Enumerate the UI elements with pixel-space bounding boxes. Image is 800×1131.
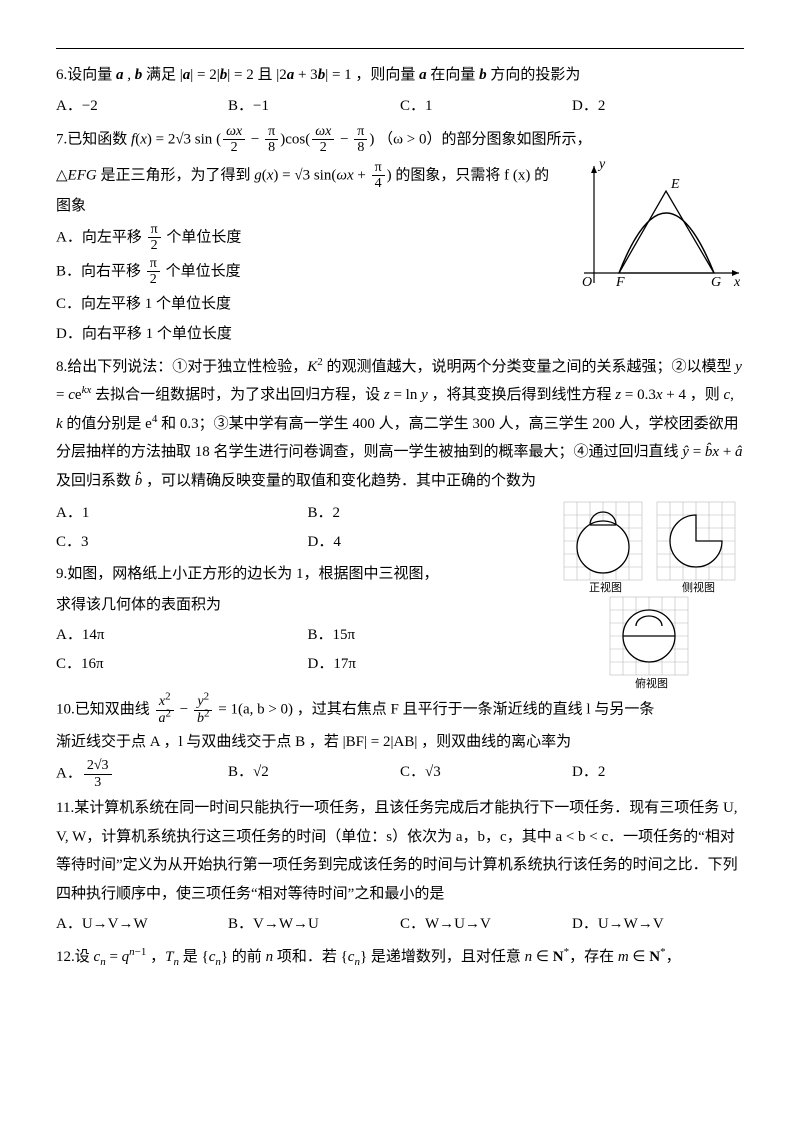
q9-options: A．14π B．15π C．16π D．17π <box>56 621 559 678</box>
q10-C: C．√3 <box>400 758 572 790</box>
q8-A: A．1 <box>56 499 308 528</box>
q11-D: D．U→W→V <box>572 910 744 939</box>
front-view-label: 正视图 <box>589 580 622 594</box>
side-view-label: 侧视图 <box>682 580 715 594</box>
q6: 6.设向量 a , b 满足 |a| = 2|b| = 2 且 |2a + 3b… <box>56 61 744 90</box>
q7-C: C．向左平移 1 个单位长度 <box>56 290 564 319</box>
q10-line1: 10.已知双曲线 x2a2 − y2b2 = 1(a, b > 0) ，过其右焦… <box>56 694 744 726</box>
axis-y-label: y <box>597 158 606 172</box>
q6-options: A．−2 B．−1 C．1 D．2 <box>56 92 744 121</box>
q12: 12.设 cn = qn−1 ，Tn 是 {cn} 的前 n 项和．若 {cn}… <box>56 943 744 972</box>
q6-stem: 6.设向量 a , b 满足 |a| = 2|b| = 2 且 |2a + 3b… <box>56 67 580 83</box>
q6-D: D．2 <box>572 92 744 121</box>
q11-C: C．W→U→V <box>400 910 572 939</box>
q8: 8.给出下列说法：①对于独立性检验，K2 的观测值越大，说明两个分类变量之间的关… <box>56 353 744 496</box>
q10-A: A．2√33 <box>56 758 228 790</box>
point-F: F <box>615 275 625 290</box>
q6-A: A．−2 <box>56 92 228 121</box>
point-G: G <box>711 275 721 290</box>
q8-D: D．4 <box>308 528 560 557</box>
q9-figure: 正视图 侧视图 俯视图 <box>559 497 744 692</box>
q9-C: C．16π <box>56 650 308 679</box>
q9-line1: 9.如图，网格纸上小正方形的边长为 1，根据图中三视图， <box>56 560 559 589</box>
q11-B: B．V→W→U <box>228 910 400 939</box>
q11-options: A．U→V→W B．V→W→U C．W→U→V D．U→W→V <box>56 910 744 939</box>
q9-B: B．15π <box>308 621 560 650</box>
q7-line1: 7.已知函数 f(x) = 2√3 sin (ωx2 − π8)cos(ωx2 … <box>56 124 744 156</box>
q8-C: C．3 <box>56 528 308 557</box>
q10-B: B．√2 <box>228 758 400 790</box>
q10-options: A．2√33 B．√2 C．√3 D．2 <box>56 758 744 790</box>
q7-line2: △EFG 是正三角形，为了得到 g(x) = √3 sin(ωx + π4) 的… <box>56 160 564 220</box>
q9-line2: 求得该几何体的表面积为 <box>56 591 559 620</box>
q7-A: A．向左平移 π2 个单位长度 <box>56 222 564 254</box>
origin-label: O <box>582 275 592 290</box>
q7-B: B．向右平移 π2 个单位长度 <box>56 256 564 288</box>
top-view-label: 俯视图 <box>635 676 668 690</box>
q7-D: D．向右平移 1 个单位长度 <box>56 320 564 349</box>
point-E: E <box>670 177 680 192</box>
q8-options: A．1 B．2 C．3 D．4 <box>56 499 559 556</box>
q6-B: B．−1 <box>228 92 400 121</box>
q7-figure: y x O E F G <box>564 158 744 293</box>
q10-D: D．2 <box>572 758 744 790</box>
axis-x-label: x <box>733 275 741 290</box>
q11-A: A．U→V→W <box>56 910 228 939</box>
q11: 11.某计算机系统在同一时间只能执行一项任务，且该任务完成后才能执行下一项任务．… <box>56 794 744 908</box>
q8-B: B．2 <box>308 499 560 528</box>
q6-C: C．1 <box>400 92 572 121</box>
top-rule <box>56 48 744 49</box>
q9-A: A．14π <box>56 621 308 650</box>
q9-D: D．17π <box>308 650 560 679</box>
q10-line2: 渐近线交于点 A ，l 与双曲线交于点 B ，若 |BF| = 2|AB| ，则… <box>56 728 744 757</box>
